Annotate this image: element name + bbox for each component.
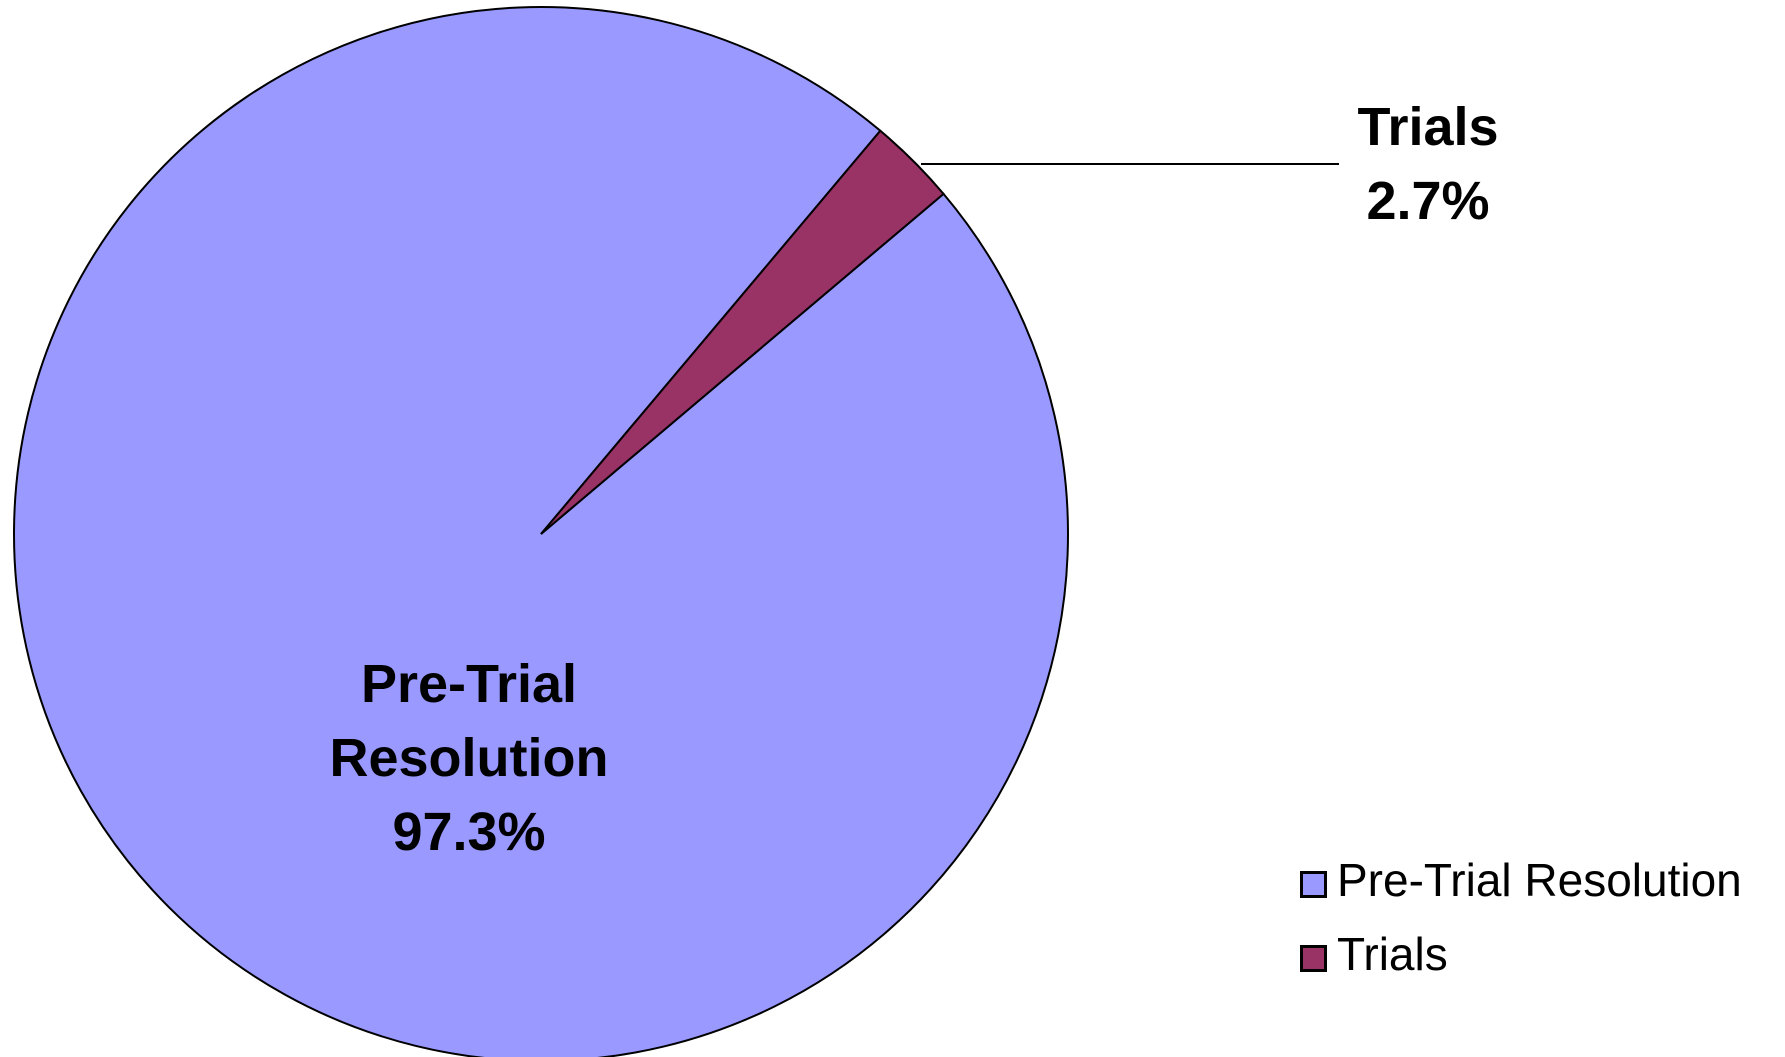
slice-name: Pre-Trial Resolution [329, 654, 609, 788]
data-label: Pre-Trial Resolution 97.3% [269, 647, 669, 869]
slice-percent: 97.3% [392, 802, 546, 862]
slice-percent: 2.7% [1366, 171, 1490, 231]
legend-label: Trials [1337, 928, 1448, 980]
legend-label: Pre-Trial Resolution [1337, 854, 1742, 906]
slice-name: Trials [1357, 97, 1499, 157]
legend-swatch [1300, 945, 1327, 972]
pie-slice [13, 6, 1069, 1057]
legend-entry: Trials [1300, 929, 1448, 979]
data-label: Trials 2.7% [1278, 90, 1578, 238]
legend-entry: Pre-Trial Resolution [1300, 855, 1742, 905]
pie-slice [540, 129, 945, 535]
legend-swatch [1300, 871, 1327, 898]
